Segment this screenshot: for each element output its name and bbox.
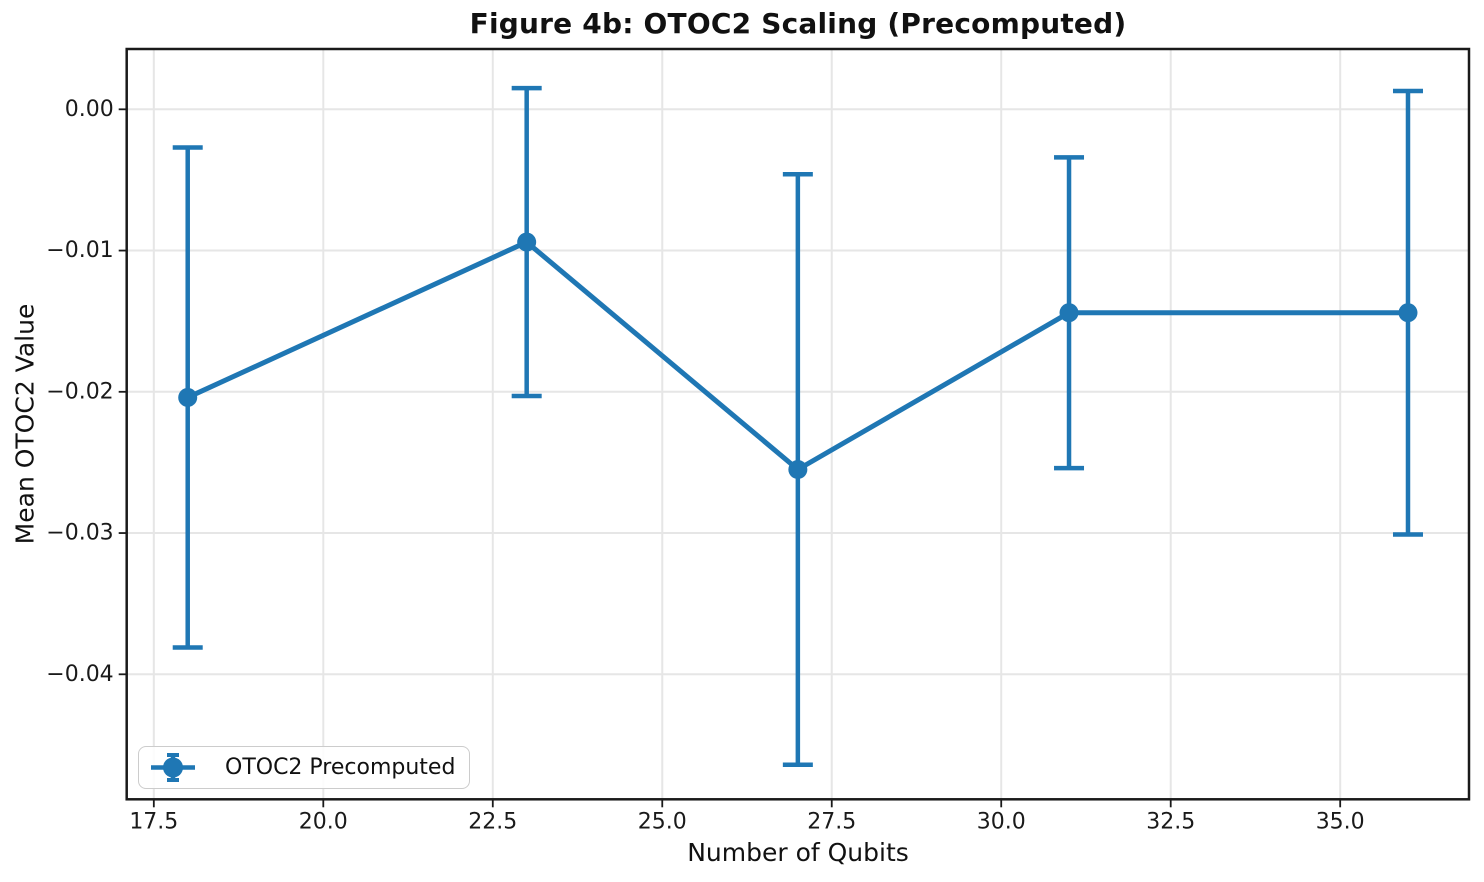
x-tick-label: 30.0	[977, 810, 1026, 835]
x-tick-label: 20.0	[299, 810, 348, 835]
y-tick-label: −0.02	[46, 379, 113, 404]
legend-errorbar-marker-icon	[151, 753, 195, 782]
plot-frame	[125, 47, 1471, 801]
chart-title: Figure 4b: OTOC2 Scaling (Precomputed)	[469, 7, 1127, 40]
data-point	[1059, 303, 1079, 323]
x-tick-label: 32.5	[1146, 810, 1195, 835]
x-axis-label: Number of Qubits	[687, 838, 909, 867]
data-point	[788, 459, 808, 479]
y-tick-label: −0.01	[46, 238, 113, 263]
data-point-markers	[178, 232, 1418, 479]
x-tick-label: 27.5	[807, 810, 856, 835]
x-axis-ticks: 17.5 20.0 22.5 25.0 27.5 30.0 32.5 35.0	[129, 799, 1365, 835]
x-tick-label: 25.0	[638, 810, 687, 835]
data-point	[178, 387, 198, 407]
data-point	[1398, 303, 1418, 323]
y-tick-label: −0.03	[46, 521, 113, 546]
y-tick-label: −0.04	[46, 662, 113, 687]
legend: OTOC2 Precomputed	[138, 746, 471, 789]
y-tick-label: 0.00	[65, 97, 114, 122]
legend-label: OTOC2 Precomputed	[225, 755, 456, 780]
x-tick-label: 22.5	[468, 810, 517, 835]
error-bars	[172, 85, 1423, 767]
x-tick-label: 35.0	[1316, 810, 1365, 835]
data-point	[517, 232, 537, 252]
x-tick-label: 17.5	[129, 810, 178, 835]
y-axis-ticks: 0.00 −0.01 −0.02 −0.03 −0.04	[46, 97, 127, 687]
